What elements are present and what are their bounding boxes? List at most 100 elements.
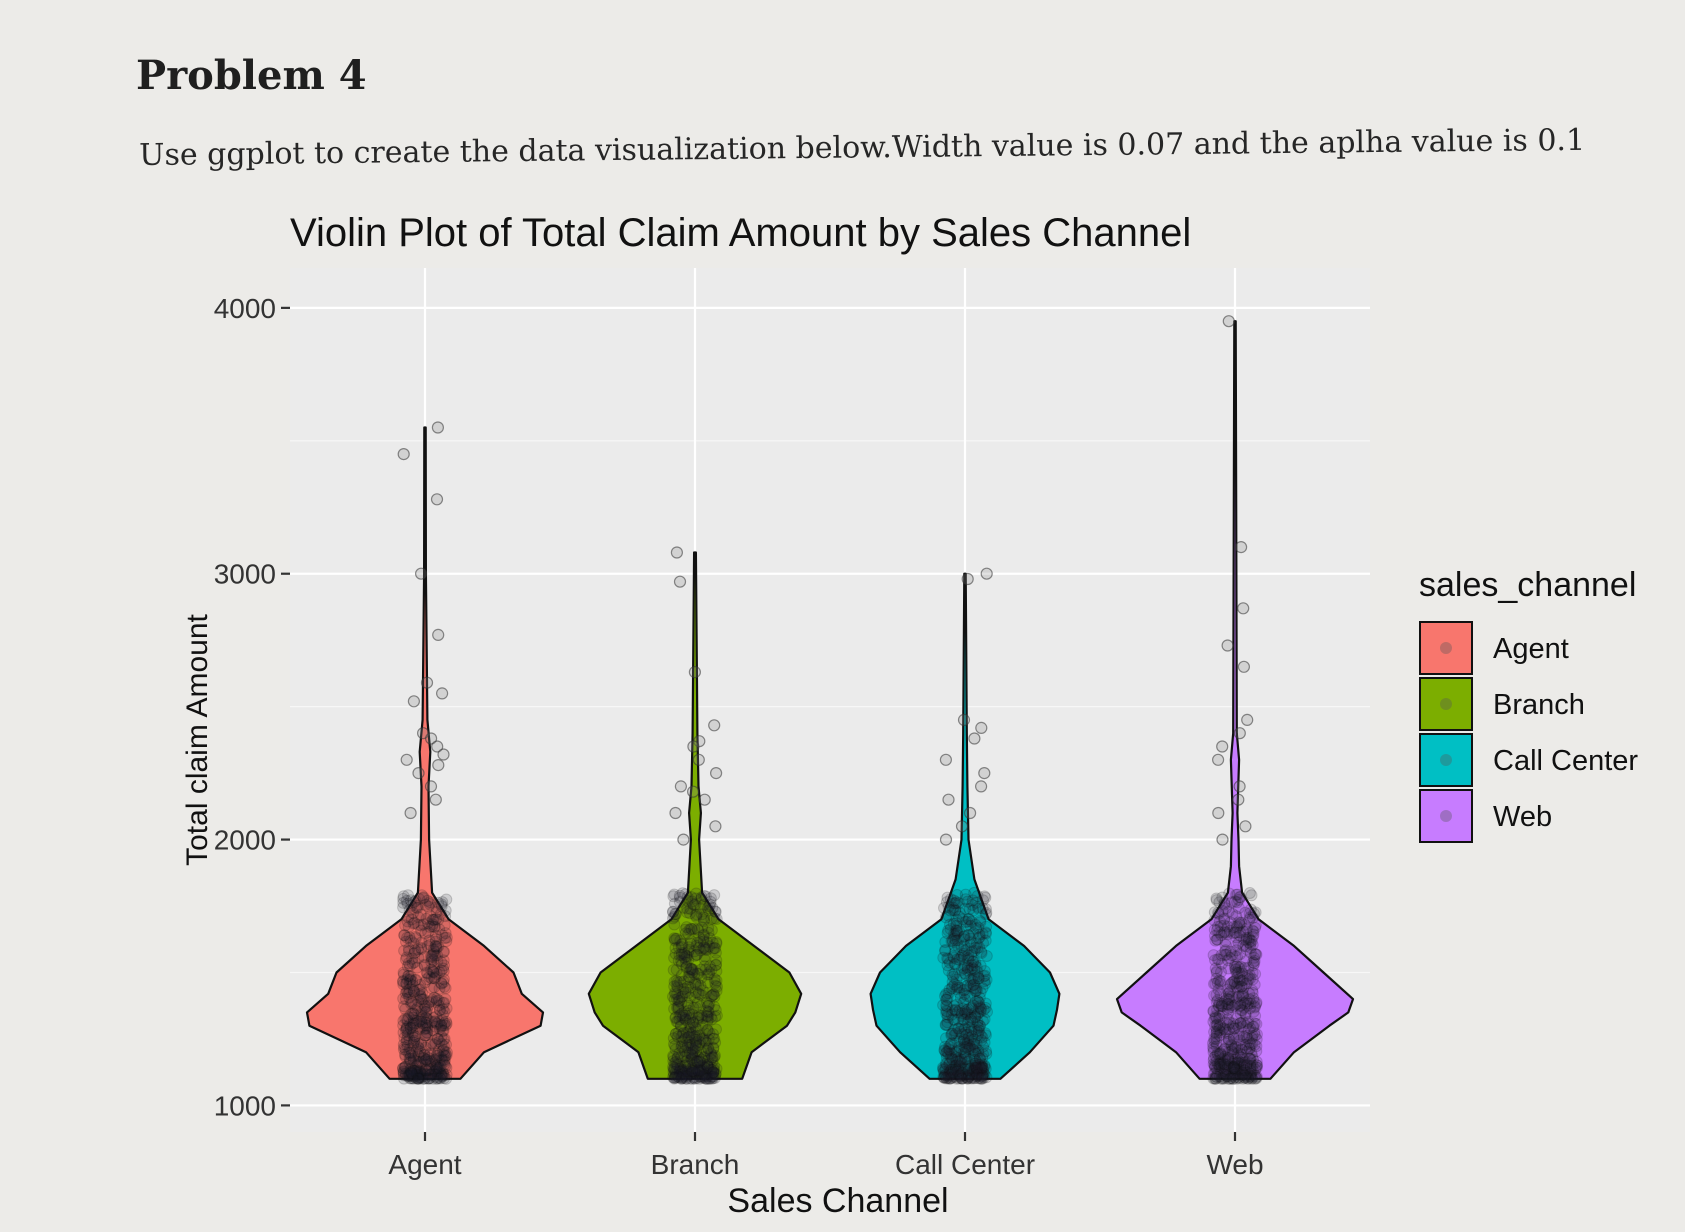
jitter-point [426, 965, 439, 978]
jitter-point [673, 1065, 686, 1078]
jitter-point [678, 1012, 691, 1025]
jitter-point [701, 1070, 714, 1083]
jitter-point [404, 1069, 417, 1082]
jitter-point [956, 1072, 969, 1085]
jitter-point [415, 919, 428, 932]
jitter-point [410, 1066, 423, 1079]
jitter-point [687, 1002, 700, 1015]
jitter-point [423, 996, 435, 1009]
jitter-point [424, 938, 436, 951]
jitter-point [942, 900, 955, 913]
jitter-point [972, 932, 985, 945]
jitter-point [423, 1052, 436, 1065]
jitter-point [421, 940, 434, 953]
jitter-point [675, 1072, 688, 1085]
jitter-point [699, 942, 712, 955]
jitter-point [938, 902, 950, 914]
jitter-point [690, 1061, 702, 1074]
jitter-point [426, 1072, 439, 1085]
jitter-point [415, 1055, 428, 1068]
jitter-point [961, 895, 974, 908]
jitter-point [683, 907, 696, 920]
y-tick-label: 4000 [214, 293, 276, 324]
jitter-point [1210, 966, 1223, 979]
jitter-point [426, 993, 439, 1006]
jitter-point [969, 918, 982, 931]
jitter-point [420, 1012, 433, 1025]
jitter-point [419, 1019, 432, 1032]
jitter-point [416, 1066, 429, 1079]
jitter-point [952, 1072, 965, 1085]
jitter-point [435, 898, 448, 911]
jitter-point [969, 1047, 982, 1060]
jitter-point [700, 996, 713, 1009]
jitter-point [684, 962, 697, 975]
outlier-point [978, 766, 991, 780]
jitter-point [406, 952, 419, 965]
jitter-point [424, 950, 437, 963]
jitter-point [402, 1070, 415, 1083]
jitter-point [960, 980, 972, 993]
jitter-point [708, 1051, 721, 1063]
jitter-point [440, 1061, 453, 1074]
jitter-point [942, 1047, 955, 1060]
jitter-point [433, 1062, 446, 1074]
jitter-point [429, 1020, 442, 1033]
jitter-point [398, 944, 411, 957]
legend-label: Agent [1493, 633, 1569, 665]
jitter-point [940, 1019, 952, 1031]
outlier-point [425, 732, 438, 745]
jitter-point [437, 962, 449, 975]
jitter-point [432, 1061, 444, 1074]
jitter-point [709, 946, 722, 959]
jitter-point [965, 1001, 978, 1014]
jitter-point [430, 929, 442, 942]
jitter-point [696, 1063, 709, 1076]
jitter-point [427, 1011, 440, 1024]
jitter-point [668, 1072, 681, 1085]
jitter-point [674, 1008, 687, 1021]
jitter-point [668, 932, 681, 945]
jitter-point [433, 1072, 446, 1084]
jitter-point [668, 951, 681, 964]
jitter-point [402, 969, 415, 982]
jitter-point [937, 1062, 950, 1075]
jitter-point [695, 908, 708, 921]
jitter-point [408, 956, 421, 969]
jitter-point [708, 990, 721, 1003]
jitter-point [701, 1058, 714, 1071]
jitter-point [402, 889, 414, 902]
jitter-point [403, 1072, 416, 1085]
jitter-point [948, 932, 961, 945]
outlier-point [1222, 315, 1235, 328]
jitter-point [971, 984, 983, 997]
jitter-point [688, 968, 701, 981]
jitter-point [942, 987, 955, 1000]
jitter-point [402, 1046, 415, 1059]
jitter-point [421, 967, 434, 980]
jitter-point [681, 997, 694, 1010]
jitter-point [693, 1055, 706, 1068]
jitter-point [674, 1063, 687, 1076]
jitter-point [409, 974, 422, 987]
jitter-point [705, 990, 718, 1003]
outlier-point [431, 421, 444, 434]
jitter-point [699, 1072, 712, 1085]
outlier-point [397, 448, 410, 461]
jitter-point [430, 940, 443, 953]
jitter-point [403, 986, 416, 999]
jitter-point [430, 1060, 443, 1073]
outlier-point [980, 567, 993, 580]
jitter-point [694, 979, 707, 992]
outlier-point [1237, 602, 1250, 615]
jitter-point [1243, 1052, 1256, 1065]
jitter-point [966, 974, 979, 987]
legend-label: Branch [1493, 689, 1585, 721]
jitter-point [412, 1071, 425, 1084]
jitter-point [426, 949, 439, 962]
jitter-point [674, 934, 687, 947]
jitter-point [433, 1023, 446, 1035]
jitter-point [703, 1072, 716, 1085]
jitter-point [429, 1068, 442, 1081]
jitter-point [681, 906, 693, 919]
